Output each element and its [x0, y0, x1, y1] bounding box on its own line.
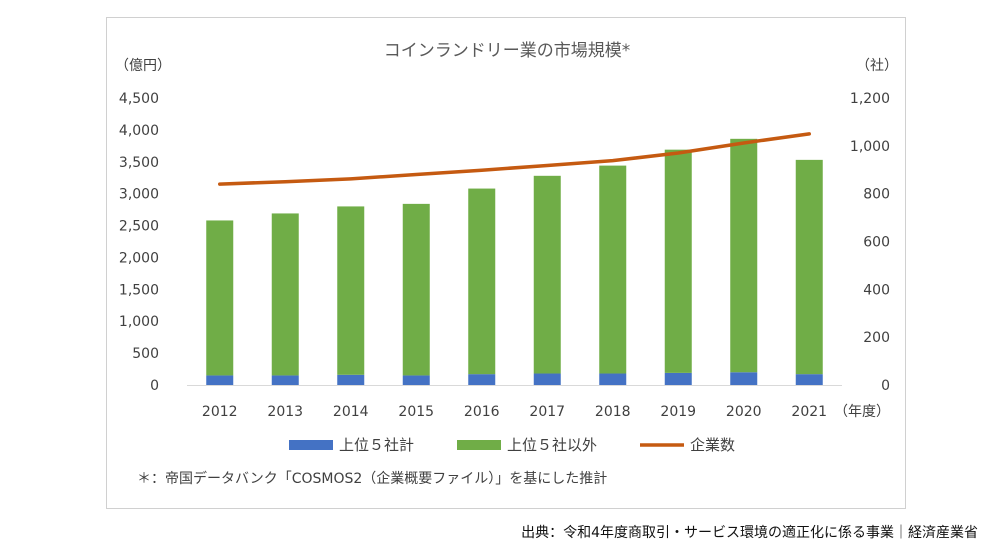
bar-others-2016 — [468, 188, 496, 375]
y-left-tick-label: 500 — [132, 346, 159, 362]
y-right-tick-label: 600 — [863, 235, 890, 251]
y-left-tick-label: 1,500 — [119, 282, 159, 298]
x-tick-label: 2014 — [333, 404, 369, 420]
x-tick-label: 2012 — [202, 404, 238, 420]
bar-top5-2019 — [664, 372, 692, 385]
y-right-axis-label: （社） — [856, 58, 898, 74]
y-left-tick-label: 4,500 — [119, 91, 159, 107]
y-left-axis-label: （億円） — [115, 58, 171, 74]
bar-others-2019 — [664, 149, 692, 373]
bar-others-2018 — [599, 165, 627, 374]
y-right-tick-label: 400 — [863, 282, 890, 298]
x-axis-label: （年度） — [834, 404, 890, 420]
legend-swatch-0 — [289, 440, 333, 450]
y-left-tick-label: 3,500 — [119, 155, 159, 171]
bar-others-2015 — [402, 203, 430, 376]
y-right-tick-label: 1,200 — [850, 91, 890, 107]
legend-label-2: 企業数 — [690, 436, 735, 454]
bar-top5-2020 — [730, 372, 758, 385]
source-caption: 出典：令和4年度商取引・サービス環境の適正化に係る事業｜経済産業省 — [521, 525, 978, 541]
x-tick-label: 2013 — [267, 404, 303, 420]
x-tick-label: 2015 — [398, 404, 434, 420]
chart-footnote: ＊：帝国データバンク「COSMOS2（企業概要ファイル）」を基にした推計 — [137, 470, 607, 487]
y-left-tick-label: 2,500 — [119, 219, 159, 235]
y-right-tick-label: 800 — [863, 187, 890, 203]
x-tick-label: 2018 — [595, 404, 631, 420]
bar-others-2014 — [337, 206, 365, 375]
x-tick-label: 2019 — [660, 404, 696, 420]
bar-others-2013 — [271, 213, 299, 376]
y-left-tick-label: 1,000 — [119, 314, 159, 330]
y-right-tick-label: 0 — [881, 378, 890, 394]
bar-others-2021 — [795, 159, 823, 375]
y-right-tick-label: 1,000 — [850, 139, 890, 155]
bar-top5-2013 — [271, 375, 299, 385]
legend-label-1: 上位５社以外 — [507, 436, 597, 454]
bar-others-2012 — [206, 220, 234, 376]
bar-top5-2015 — [402, 375, 430, 385]
bar-top5-2012 — [206, 375, 234, 385]
x-tick-label: 2017 — [529, 404, 565, 420]
y-right-tick-label: 200 — [863, 330, 890, 346]
y-left-tick-label: 4,000 — [119, 123, 159, 139]
bar-others-2020 — [730, 138, 758, 373]
y-left-tick-label: 3,000 — [119, 187, 159, 203]
bar-top5-2014 — [337, 374, 365, 385]
chart-svg: コインランドリー業の市場規模* （億円） （社） 0 500 1,000 1,500 2,00… — [115, 41, 898, 487]
series-line-companies — [218, 132, 811, 186]
bar-others-2017 — [533, 175, 561, 374]
x-tick-label: 2021 — [791, 404, 827, 420]
x-tick-label: 2016 — [464, 404, 500, 420]
bar-top5-2017 — [533, 373, 561, 385]
legend-swatch-1 — [457, 440, 501, 450]
legend-label-0: 上位５社計 — [339, 436, 414, 454]
bar-top5-2021 — [795, 374, 823, 385]
y-left-tick-label: 0 — [150, 378, 159, 394]
bar-top5-2016 — [468, 374, 496, 385]
y-left-tick-label: 2,000 — [119, 250, 159, 266]
chart-title: コインランドリー業の市場規模* — [384, 41, 631, 61]
x-tick-label: 2020 — [726, 404, 762, 420]
bar-top5-2018 — [599, 373, 627, 385]
chart-frame: コインランドリー業の市場規模* （億円） （社） 0 500 1,000 1,500 2,00… — [106, 17, 906, 509]
